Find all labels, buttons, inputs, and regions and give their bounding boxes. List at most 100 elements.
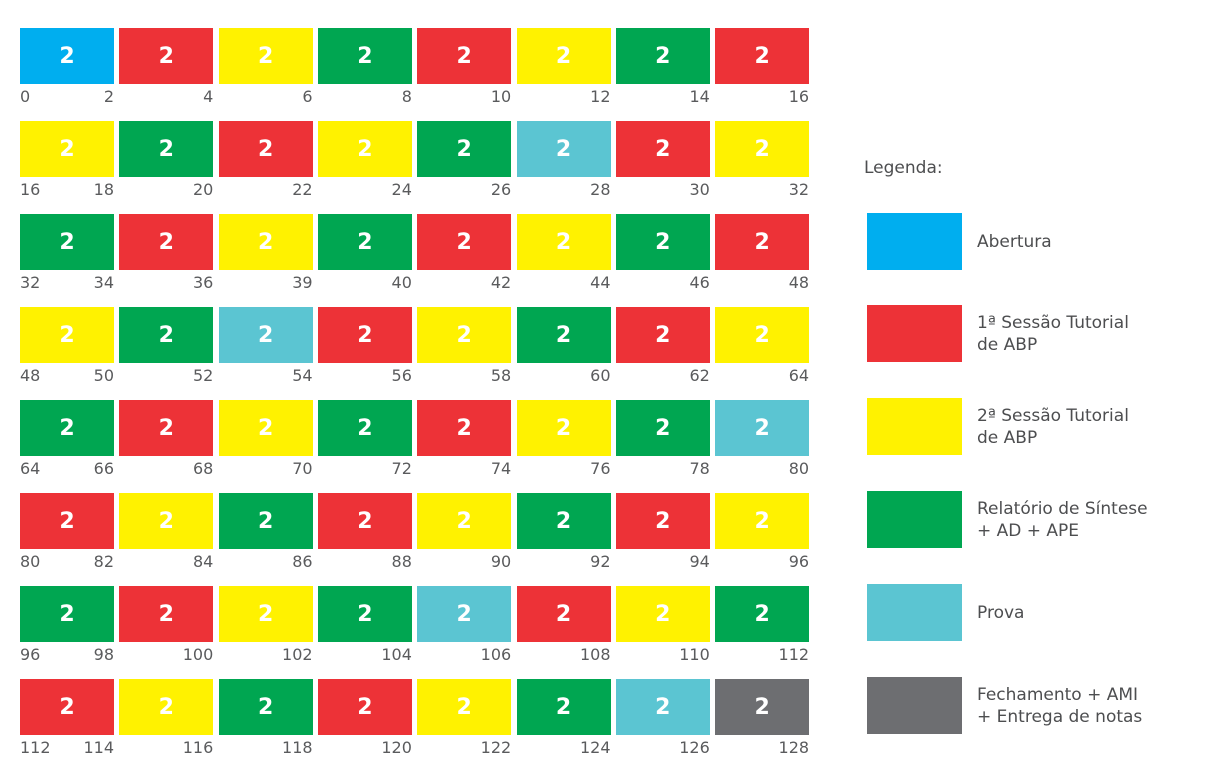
tick-label: 8 xyxy=(401,87,412,106)
legend-item-prova: Prova xyxy=(867,584,1197,642)
schedule-block-sessao2: 2 xyxy=(516,214,611,270)
tick-label: 76 xyxy=(590,459,611,478)
tick-label: 50 xyxy=(93,366,114,385)
tick-label: 120 xyxy=(381,738,412,757)
tick-label: 104 xyxy=(381,645,412,664)
tick-label: 46 xyxy=(689,273,710,292)
tick-label: 112 xyxy=(778,645,810,664)
schedule-block-sessao1: 2 xyxy=(218,121,313,177)
tick-label: 84 xyxy=(192,552,214,571)
legend-item-fechamento: Fechamento + AMI + Entrega de notas xyxy=(867,677,1197,735)
tick-label: 20 xyxy=(192,180,214,199)
tick-label-start: 16 xyxy=(20,180,41,199)
tick-label: 40 xyxy=(391,273,412,292)
tick-label: 39 xyxy=(292,273,313,292)
schedule-block-sessao1: 2 xyxy=(317,679,412,735)
schedule-block-relatorio: 2 xyxy=(516,679,611,735)
legend-swatch xyxy=(867,584,962,641)
tick-label: 102 xyxy=(282,645,313,664)
schedule-block-sessao1: 2 xyxy=(417,28,512,84)
tick-label: 116 xyxy=(182,738,214,757)
schedule-block-sessao2: 2 xyxy=(218,214,313,270)
schedule-block-relatorio: 2 xyxy=(417,121,512,177)
schedule-block-sessao1: 2 xyxy=(119,400,214,456)
schedule-row: 2 2 2 2 2 2 2 2 0 2 4 6 8 10 12 14 16 xyxy=(0,28,840,118)
tick-label: 48 xyxy=(788,273,810,292)
tick-label: 68 xyxy=(192,459,214,478)
schedule-block-prova: 2 xyxy=(615,679,710,735)
schedule-block-prova: 2 xyxy=(218,307,313,363)
schedule-row: 2 2 2 2 2 2 2 2 96 98 100 102 104 106 108 110 112 xyxy=(0,586,840,676)
legend-swatch xyxy=(867,491,962,548)
tick-label: 18 xyxy=(93,180,114,199)
schedule-block-relatorio: 2 xyxy=(20,400,114,456)
schedule-block-sessao1: 2 xyxy=(715,214,810,270)
schedule-block-sessao2: 2 xyxy=(218,400,313,456)
legend-item-sessao1: 1ª Sessão Tutorial de ABP xyxy=(867,305,1197,363)
tick-label: 56 xyxy=(391,366,412,385)
tick-label: 110 xyxy=(679,645,710,664)
legend-swatch xyxy=(867,305,962,362)
schedule-block-sessao2: 2 xyxy=(516,28,611,84)
tick-label: 128 xyxy=(778,738,810,757)
schedule-block-sessao2: 2 xyxy=(615,586,710,642)
tick-label-start: 112 xyxy=(20,738,51,757)
schedule-block-sessao2: 2 xyxy=(119,679,214,735)
tick-label-start: 32 xyxy=(20,273,41,292)
legend-item-abertura: Abertura xyxy=(867,213,1197,271)
schedule-block-relatorio: 2 xyxy=(317,586,412,642)
schedule-block-sessao1: 2 xyxy=(715,28,810,84)
legend-label: Prova xyxy=(977,603,1025,623)
schedule-block-relatorio: 2 xyxy=(119,307,214,363)
tick-label: 52 xyxy=(192,366,214,385)
tick-label: 42 xyxy=(490,273,512,292)
tick-label: 82 xyxy=(93,552,114,571)
schedule-block-sessao2: 2 xyxy=(417,493,512,549)
schedule-block-sessao2: 2 xyxy=(715,493,810,549)
schedule-block-relatorio: 2 xyxy=(20,214,114,270)
legend-label: Fechamento + AMI + Entrega de notas xyxy=(977,685,1143,727)
schedule-block-sessao1: 2 xyxy=(615,121,710,177)
tick-label-start: 96 xyxy=(20,645,41,664)
tick-label: 6 xyxy=(302,87,313,106)
schedule-block-sessao1: 2 xyxy=(119,586,214,642)
tick-label: 62 xyxy=(689,366,710,385)
schedule-block-sessao1: 2 xyxy=(317,493,412,549)
tick-label: 26 xyxy=(490,180,512,199)
tick-label: 44 xyxy=(590,273,611,292)
tick-label: 92 xyxy=(590,552,611,571)
tick-label: 126 xyxy=(679,738,710,757)
schedule-block-sessao2: 2 xyxy=(317,121,412,177)
schedule-block-sessao1: 2 xyxy=(119,28,214,84)
tick-label: 100 xyxy=(182,645,214,664)
tick-label: 10 xyxy=(490,87,512,106)
tick-label: 16 xyxy=(788,87,810,106)
tick-label: 88 xyxy=(391,552,412,571)
tick-label: 54 xyxy=(292,366,313,385)
tick-label: 12 xyxy=(590,87,611,106)
schedule-block-sessao1: 2 xyxy=(20,679,114,735)
schedule-block-sessao2: 2 xyxy=(715,121,810,177)
tick-label: 36 xyxy=(192,273,214,292)
schedule-block-sessao2: 2 xyxy=(119,493,214,549)
schedule-block-sessao2: 2 xyxy=(218,586,313,642)
schedule-block-abertura: 2 xyxy=(20,28,114,84)
tick-label: 98 xyxy=(93,645,114,664)
schedule-block-relatorio: 2 xyxy=(615,28,710,84)
tick-label: 108 xyxy=(579,645,611,664)
tick-label: 78 xyxy=(689,459,710,478)
schedule-block-relatorio: 2 xyxy=(317,400,412,456)
legend-item-relatorio: Relatório de Síntese + AD + APE xyxy=(867,491,1197,549)
tick-label: 118 xyxy=(282,738,313,757)
schedule-block-sessao1: 2 xyxy=(20,493,114,549)
tick-label: 66 xyxy=(93,459,114,478)
tick-label: 70 xyxy=(292,459,313,478)
schedule-block-prova: 2 xyxy=(715,400,810,456)
schedule-row: 2 2 2 2 2 2 2 2 112 114 116 118 120 122 124 126 128 xyxy=(0,679,840,769)
schedule-block-sessao2: 2 xyxy=(516,400,611,456)
legend-label: 1ª Sessão Tutorial de ABP xyxy=(977,313,1129,355)
tick-label-start: 64 xyxy=(20,459,41,478)
tick-label: 34 xyxy=(93,273,114,292)
tick-label-start: 48 xyxy=(20,366,41,385)
schedule-row: 2 2 2 2 2 2 2 2 48 50 52 54 56 58 60 62 64 xyxy=(0,307,840,397)
